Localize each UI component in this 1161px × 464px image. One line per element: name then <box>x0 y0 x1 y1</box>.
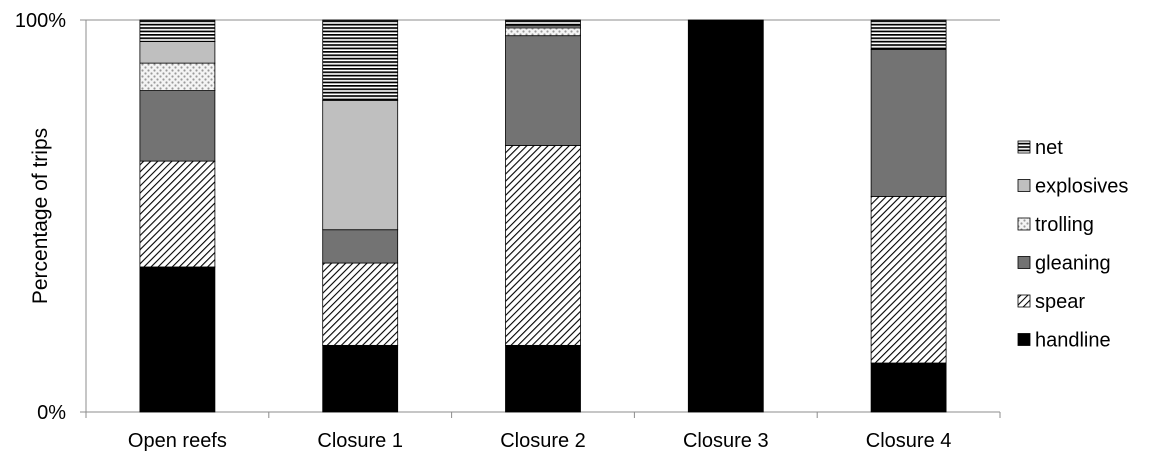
bar-segment-gleaning <box>322 229 399 264</box>
bar-segment-handline <box>322 344 399 413</box>
legend-swatch <box>1017 140 1031 154</box>
bar-stack-closure-4 <box>870 19 947 413</box>
bar-stack-closure-2 <box>505 19 581 413</box>
category-labels: Open reefs Closure 1 Closure 2 Closure 3 Clo… <box>128 430 951 452</box>
y-tick-label-max: 100% <box>15 10 66 32</box>
bar-stack-closure-3 <box>687 19 764 413</box>
bar-segment-handline <box>870 362 947 413</box>
bar-segment-explosives <box>139 41 216 64</box>
legend-swatch <box>1017 256 1031 269</box>
legend-label: spear <box>1035 291 1085 313</box>
bar-segment-spear <box>870 195 947 364</box>
legend-label: handline <box>1035 330 1111 352</box>
bar-stack-closure-1 <box>322 19 399 413</box>
legend-item-gleaning: gleaning <box>1017 253 1111 275</box>
bar-segment-trolling <box>139 62 216 91</box>
legend-swatch <box>1017 217 1031 231</box>
bar-segment-spear <box>139 160 216 268</box>
legend-swatch <box>1017 294 1031 308</box>
bar-segment-net <box>505 19 581 27</box>
legend-item-spear: spear <box>1017 291 1085 313</box>
y-axis-title: Percentage of trips <box>29 128 52 304</box>
legend: net explosives trolling gleaning spear handli… <box>1017 137 1128 352</box>
x-tick-label: Open reefs <box>128 430 227 452</box>
legend-label: net <box>1035 137 1063 159</box>
legend-label: trolling <box>1035 214 1094 236</box>
legend-item-net: net <box>1017 137 1063 159</box>
bar-segment-gleaning <box>139 90 216 162</box>
bar-stack-open-reefs <box>139 19 216 413</box>
bar-segment-net <box>870 19 947 50</box>
legend-swatch <box>1017 179 1031 192</box>
bar-segment-spear <box>322 262 399 346</box>
legend-item-handline: handline <box>1017 330 1111 352</box>
bar-segment-explosives <box>322 99 399 231</box>
bar-segment-trolling <box>505 27 581 37</box>
bars-group <box>139 19 947 413</box>
bar-segment-handline <box>139 266 216 413</box>
x-axis-ticks <box>85 412 1001 418</box>
y-axis-ticks <box>80 19 86 413</box>
bar-segment-gleaning <box>505 35 581 146</box>
bar-segment-gleaning <box>870 49 947 197</box>
legend-label: explosives <box>1035 176 1128 198</box>
legend-item-explosives: explosives <box>1017 176 1128 198</box>
x-tick-label: Closure 4 <box>866 430 952 452</box>
legend-item-trolling: trolling <box>1017 214 1094 236</box>
x-tick-label: Closure 2 <box>500 430 586 452</box>
x-tick-label: Closure 1 <box>317 430 403 452</box>
bar-segment-handline <box>687 19 764 413</box>
legend-label: gleaning <box>1035 253 1111 275</box>
bar-segment-handline <box>505 344 581 413</box>
bar-segment-spear <box>505 145 581 346</box>
legend-swatch <box>1017 333 1031 346</box>
y-tick-label-min: 0% <box>37 402 66 424</box>
bar-segment-net <box>139 19 216 42</box>
x-tick-label: Closure 3 <box>683 430 769 452</box>
bar-segment-net <box>322 19 399 101</box>
